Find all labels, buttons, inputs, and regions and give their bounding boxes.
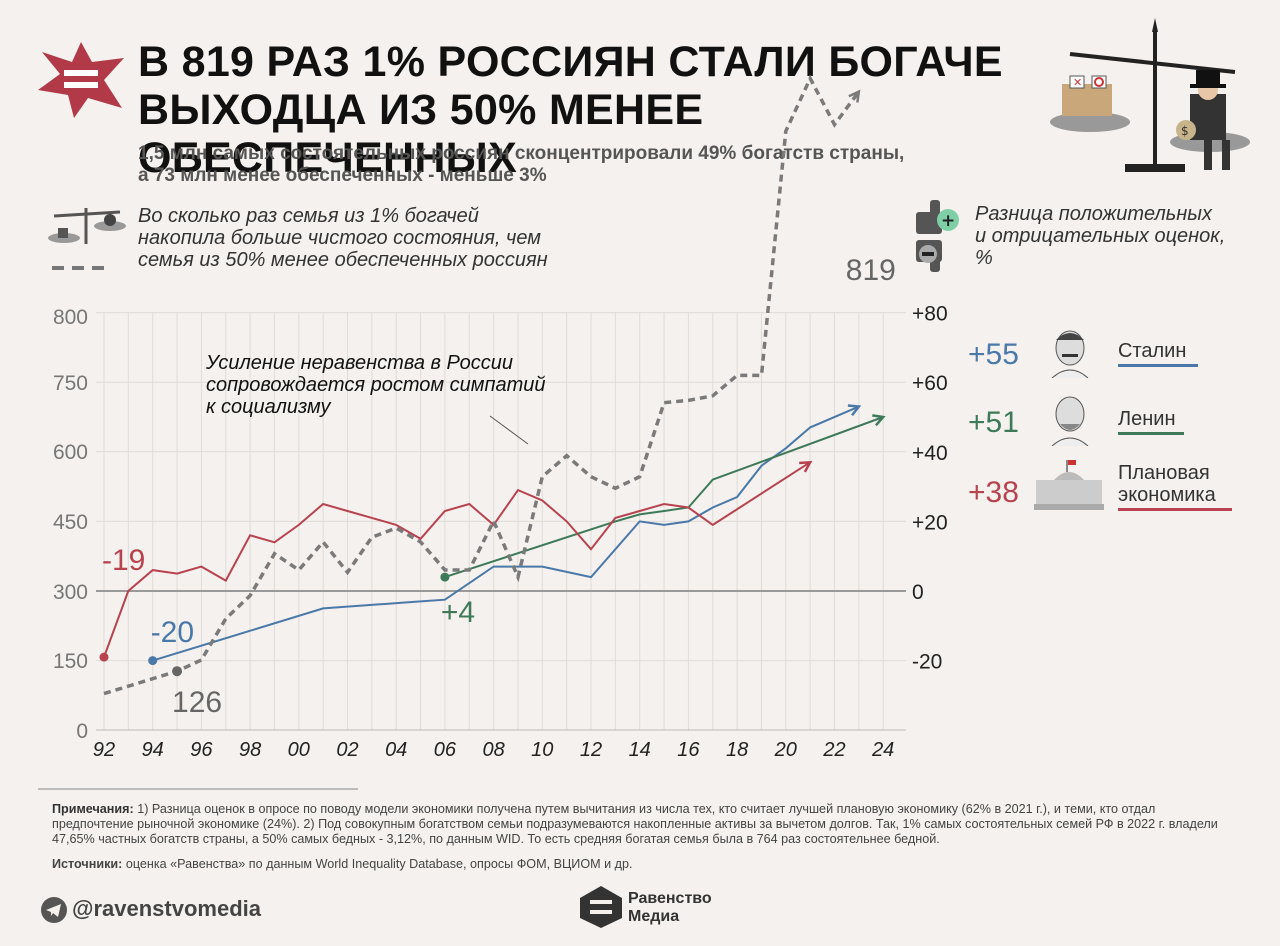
y-left-tick-label: 750	[53, 372, 88, 395]
small-scales-icon	[48, 208, 126, 270]
x-tick-label: 16	[677, 739, 700, 761]
svg-text:✕: ✕	[1073, 76, 1082, 89]
svg-text:$: $	[1181, 124, 1189, 138]
telegram-icon[interactable]	[40, 896, 68, 924]
legend-lenin: +51 Ленин	[968, 396, 1228, 446]
legend-stalin: +55 Сталин	[968, 330, 1228, 378]
x-tick-label: 94	[142, 739, 164, 761]
x-tick-label: 04	[385, 739, 407, 761]
notes-divider	[38, 788, 358, 790]
y-right-tick-label: +60	[912, 372, 948, 395]
government-building-icon	[1034, 460, 1104, 510]
series-line-2	[103, 461, 811, 658]
y-right-tick-label: -20	[912, 651, 942, 674]
x-tick-label: 14	[629, 739, 651, 761]
y-left-tick-label: 800	[53, 306, 88, 329]
inequality-annotation: Усиление неравенства в России сопровождае…	[206, 352, 546, 418]
sources-text: оценка «Равенства» по данным World Inequ…	[122, 857, 633, 871]
brand-logo-icon	[580, 886, 622, 928]
page-title: В 819 РАЗ 1% РОССИЯН СТАЛИ БОГАЧЕ ВЫХОДЦ…	[138, 38, 1003, 182]
x-tick-label: 22	[822, 739, 845, 761]
value-label: -19	[102, 544, 145, 577]
legend-planned-economy-label-line2: экономика	[1118, 484, 1216, 506]
wealth-ratio-126-dot	[172, 666, 183, 677]
thumbs-up-down-icon: +	[916, 200, 959, 272]
x-tick-label: 06	[434, 739, 457, 761]
y-left-tick-label: 600	[53, 441, 88, 464]
y-right-tick-label: +20	[912, 511, 948, 534]
annotation-pointer	[489, 415, 529, 445]
page-subtitle: 1,5 млн самых состоятельных россиян скон…	[138, 143, 905, 186]
legend-planned-economy-label: Плановая экономика	[1118, 462, 1216, 506]
telegram-handle[interactable]: @ravenstvomedia	[72, 896, 261, 921]
series-start-dot	[440, 572, 450, 582]
series-arrowhead	[872, 414, 886, 427]
y-left-tick-label: 150	[53, 650, 88, 673]
y-left-tick-label: 450	[53, 511, 88, 534]
legend-planned-economy-line	[1118, 508, 1232, 511]
stalin-portrait-icon	[1051, 330, 1089, 378]
sources: Источники: оценка «Равенства» по данным …	[52, 857, 1232, 871]
legend-stalin-line	[1118, 364, 1198, 367]
brand-name: Равенство Медиа	[628, 890, 712, 925]
x-tick-label: 02	[336, 739, 358, 761]
lenin-portrait-icon	[1051, 396, 1089, 446]
y-left-tick-label: 300	[53, 581, 88, 604]
legend-planned-economy-label-line1: Плановая	[1118, 462, 1210, 484]
legend-stalin-value: +55	[968, 338, 1019, 371]
notes: Примечания: 1) Разница оценок в опросе п…	[52, 802, 1232, 847]
legend-stalin-label: Сталин	[1118, 340, 1187, 362]
x-tick-label: 92	[93, 739, 115, 761]
series-line-1	[444, 416, 884, 579]
ravenstvo-star-logo	[38, 42, 124, 118]
series-arrowhead	[848, 89, 861, 103]
value-label: 819	[846, 254, 896, 287]
value-label: -20	[151, 616, 194, 649]
notes-label: Примечания:	[52, 802, 134, 816]
y-right-tick-label: +40	[912, 442, 948, 465]
x-tick-label: 18	[726, 739, 748, 761]
x-tick-label: 10	[531, 739, 553, 761]
x-tick-label: 96	[190, 739, 213, 761]
y-right-tick-label: +80	[912, 303, 948, 326]
value-label: 126	[172, 686, 222, 719]
legend-lenin-line	[1118, 432, 1184, 435]
y-right-tick-label: 0	[912, 581, 924, 604]
series-start-dot	[148, 656, 158, 666]
svg-text:+: +	[941, 211, 955, 231]
series-arrowhead	[847, 404, 862, 416]
legend-lenin-value: +51	[968, 406, 1019, 439]
x-tick-label: 12	[580, 739, 602, 761]
wealth-ratio-line	[103, 74, 861, 696]
legend-planned-economy: +38 Плановая экономика	[968, 460, 1268, 520]
x-tick-label: 08	[482, 739, 504, 761]
value-label: +4	[441, 596, 475, 629]
x-tick-label: 20	[774, 739, 797, 761]
wealth-ratio-note: Во сколько раз семья из 1% богачей накопи…	[138, 205, 548, 271]
series-start-dot	[99, 652, 109, 662]
x-tick-label: 98	[239, 739, 261, 761]
series-arrowhead	[799, 460, 813, 473]
legend-lenin-label: Ленин	[1118, 408, 1176, 430]
scales-illustration: ✕ $	[1050, 18, 1250, 172]
sources-label: Источники:	[52, 857, 123, 871]
notes-text: 1) Разница оценок в опросе по поводу мод…	[52, 802, 1218, 846]
x-tick-label: 24	[871, 739, 894, 761]
x-tick-label: 00	[288, 739, 310, 761]
y-left-tick-label: 0	[76, 720, 88, 743]
legend-planned-economy-value: +38	[968, 476, 1019, 509]
rating-difference-note: Разница положительных и отрицательных оце…	[975, 203, 1226, 269]
